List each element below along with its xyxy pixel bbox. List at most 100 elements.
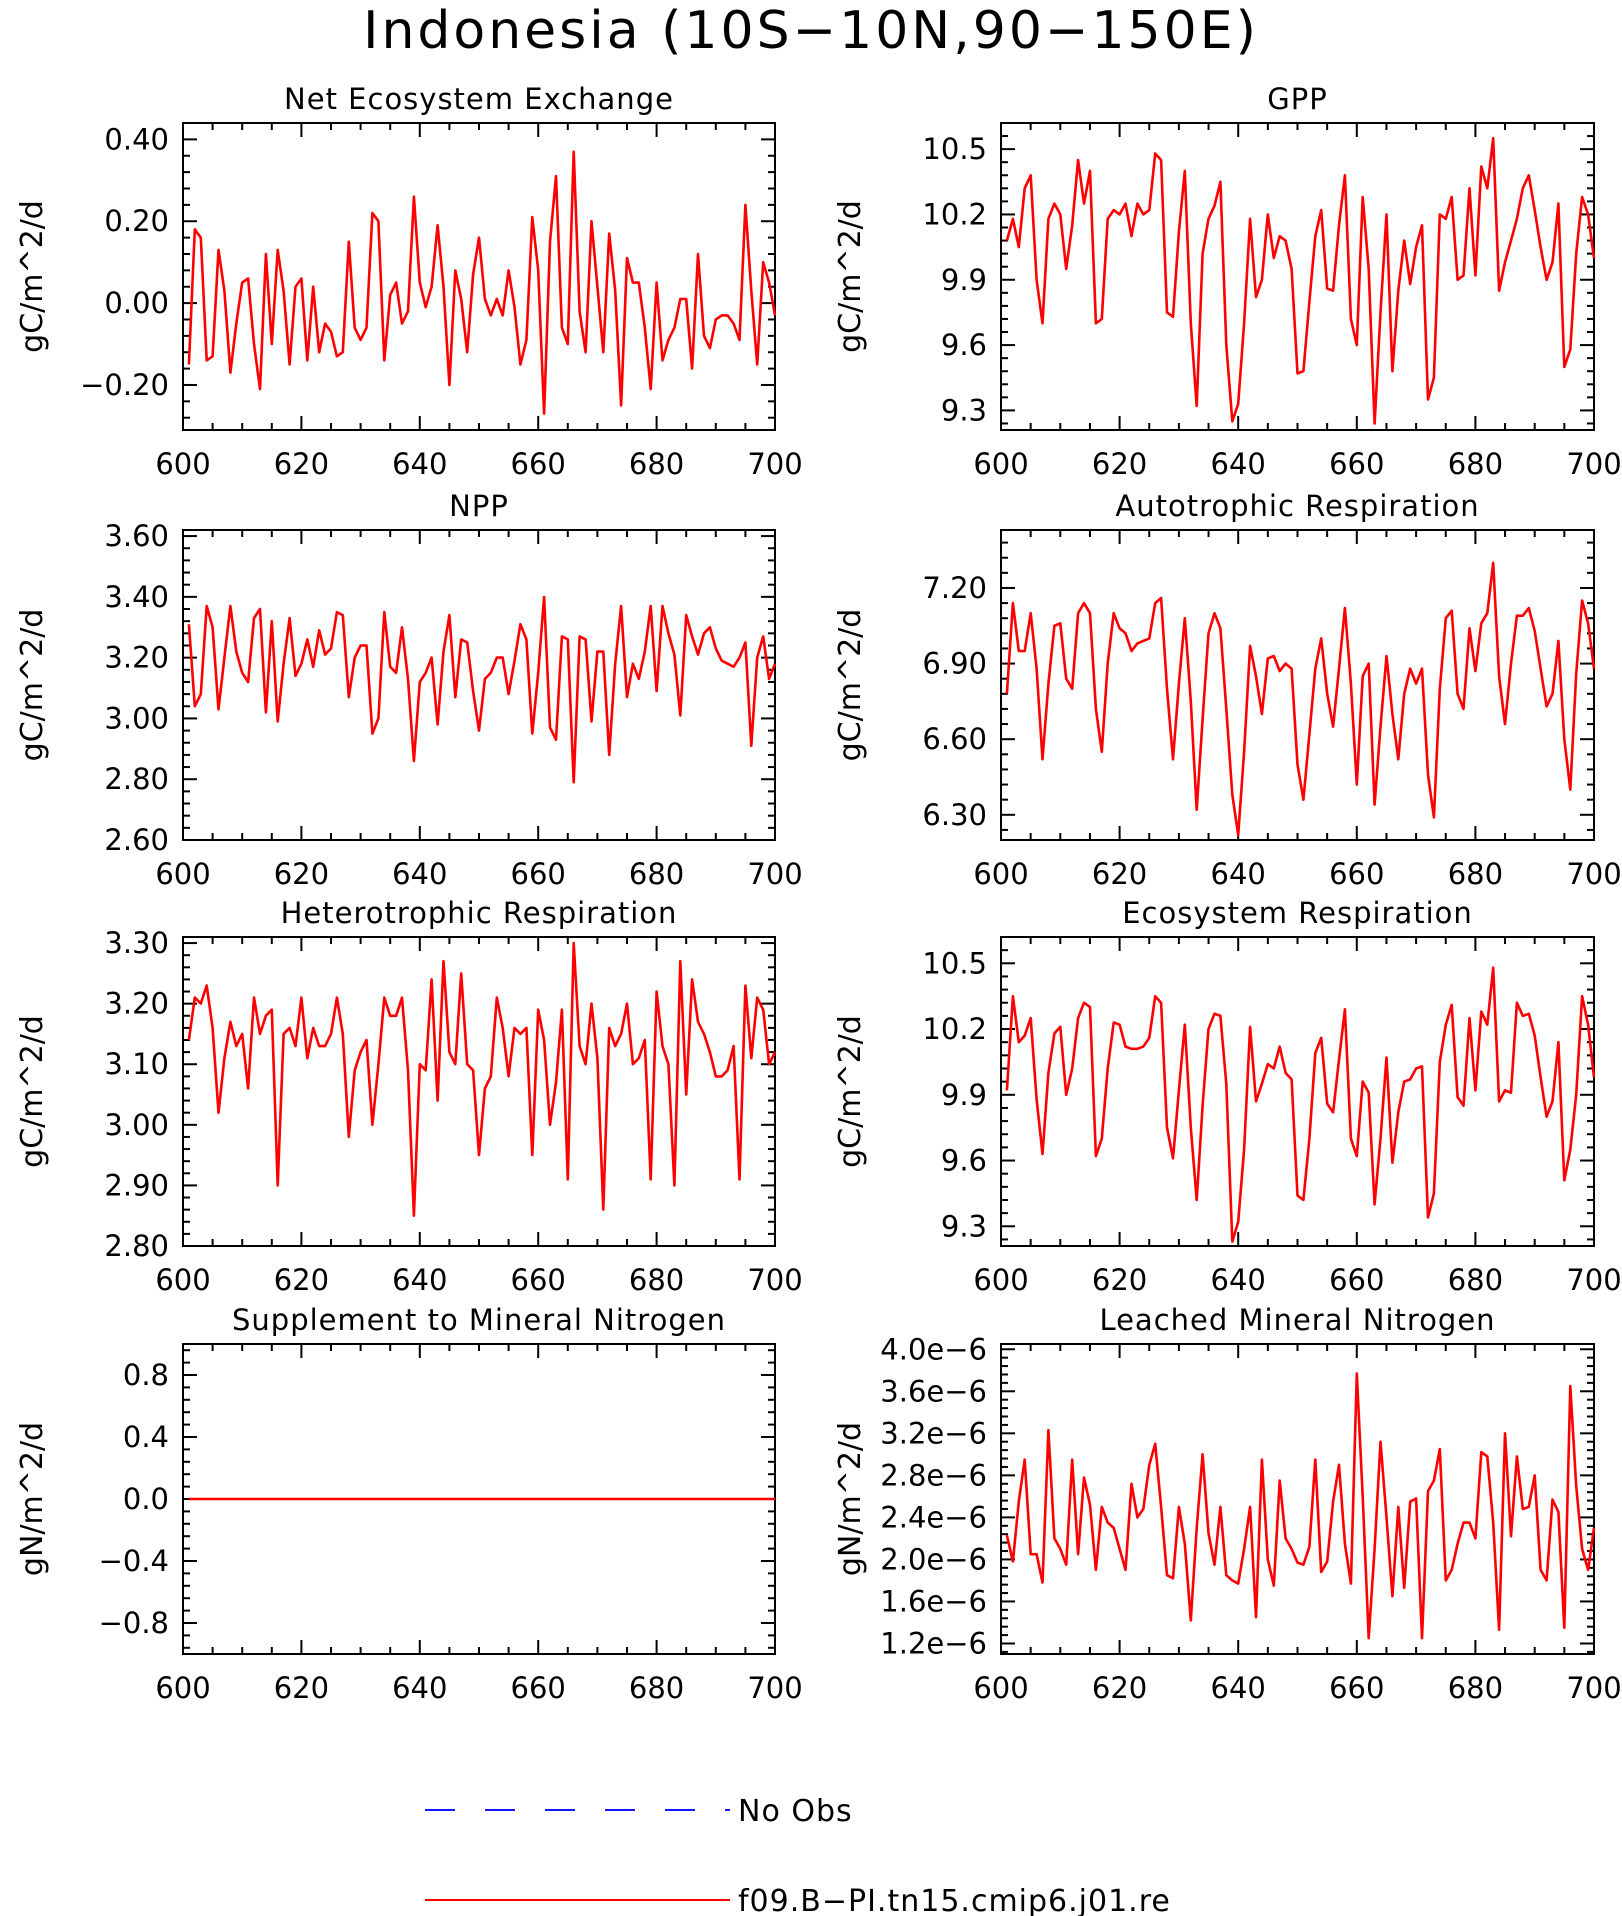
x-tick-label: 640: [392, 857, 447, 891]
y-axis-label: gC/m^2/d: [15, 200, 50, 353]
x-tick-label: 660: [1329, 1671, 1384, 1705]
x-tick-label: 600: [155, 447, 210, 481]
y-tick-label: 4.0e−6: [880, 1332, 987, 1366]
y-tick-label: 1.6e−6: [880, 1584, 987, 1618]
y-tick-label: 10.5: [922, 946, 987, 980]
x-tick-label: 700: [1566, 447, 1621, 481]
legend: No Obs f09.B−PI.tn15.cmip6.j01.re: [425, 1794, 1171, 1916]
y-axis-label: gN/m^2/d: [15, 1422, 50, 1576]
chart-panels: 600 620 640 660 680 700 −0.20 0.00 0.20 0.40 Net E…: [15, 82, 1622, 1705]
y-tick-label: 0.0: [123, 1482, 169, 1516]
y-axis-label: gC/m^2/d: [833, 609, 868, 762]
x-tick-label: 680: [629, 1263, 684, 1297]
y-tick-label: 0.00: [104, 286, 169, 320]
panel-title: Supplement to Mineral Nitrogen: [232, 1303, 726, 1337]
y-tick-label: 2.0e−6: [880, 1542, 987, 1576]
chart-net-ecosystem-exchange: 600 620 640 660 680 700 −0.20 0.00 0.20 0.40 Net E…: [15, 82, 803, 481]
panel-title: Leached Mineral Nitrogen: [1099, 1303, 1495, 1337]
y-tick-label: 3.6e−6: [880, 1374, 987, 1408]
x-tick-label: 660: [511, 1671, 566, 1705]
y-tick-label: 6.30: [922, 798, 987, 832]
x-tick-label: 680: [1448, 857, 1503, 891]
chart-heterotrophic-respiration: 600 620 640 660 680 700 2.80 2.90 3.00 3.10 3.20 3.…: [15, 896, 803, 1297]
y-tick-label: 3.20: [104, 987, 169, 1021]
x-tick-label: 660: [1329, 447, 1384, 481]
y-tick-label: 0.20: [104, 204, 169, 238]
panel-title: Heterotrophic Respiration: [281, 896, 678, 930]
panel-title: Ecosystem Respiration: [1122, 896, 1473, 930]
y-axis-label: gC/m^2/d: [15, 609, 50, 762]
y-tick-label: 3.00: [104, 1108, 169, 1142]
x-tick-label: 600: [155, 857, 210, 891]
y-tick-label: 10.2: [922, 1012, 987, 1046]
y-tick-label: 9.3: [941, 1209, 987, 1243]
x-tick-label: 600: [973, 1671, 1028, 1705]
x-tick-label: 620: [1092, 447, 1147, 481]
x-tick-label: 680: [1448, 447, 1503, 481]
y-tick-label: 0.40: [104, 122, 169, 156]
x-tick-label: 600: [973, 447, 1028, 481]
y-tick-label: −0.20: [80, 368, 169, 402]
y-tick-label: 3.2e−6: [880, 1416, 987, 1450]
x-tick-label: 620: [1092, 1671, 1147, 1705]
legend-label-no-obs: No Obs: [738, 1794, 853, 1829]
plot-frame: [182, 122, 776, 431]
series-line: [1005, 136, 1596, 425]
y-tick-label: 2.8e−6: [880, 1458, 987, 1492]
x-tick-label: 700: [747, 1671, 802, 1705]
x-tick-label: 600: [155, 1671, 210, 1705]
y-tick-label: 3.20: [104, 641, 169, 675]
y-tick-label: 10.5: [922, 132, 987, 166]
x-tick-label: 700: [747, 1263, 802, 1297]
x-tick-label: 640: [1211, 1263, 1266, 1297]
x-tick-label: 640: [392, 447, 447, 481]
series-line: [187, 941, 777, 1217]
y-axis-label: gC/m^2/d: [15, 1015, 50, 1168]
y-tick-label: 9.9: [941, 1078, 987, 1112]
y-tick-label: −0.8: [99, 1606, 169, 1640]
x-tick-label: 700: [747, 447, 802, 481]
x-tick-label: 620: [274, 1263, 329, 1297]
x-tick-label: 640: [1211, 447, 1266, 481]
y-axis-label: gN/m^2/d: [833, 1422, 868, 1576]
x-tick-label: 660: [511, 1263, 566, 1297]
x-tick-label: 640: [392, 1671, 447, 1705]
y-tick-label: 2.80: [104, 1229, 169, 1263]
y-tick-label: 2.4e−6: [880, 1500, 987, 1534]
x-tick-label: 620: [274, 447, 329, 481]
y-tick-label: 6.60: [922, 722, 987, 756]
x-tick-label: 680: [629, 447, 684, 481]
x-tick-label: 660: [1329, 1263, 1384, 1297]
y-tick-label: 9.9: [941, 263, 987, 297]
x-tick-label: 680: [1448, 1263, 1503, 1297]
plot-frame: [1000, 529, 1595, 841]
x-tick-label: 700: [747, 857, 802, 891]
x-tick-label: 640: [392, 1263, 447, 1297]
panel-title: NPP: [449, 489, 509, 523]
x-tick-label: 600: [973, 1263, 1028, 1297]
x-tick-label: 660: [1329, 857, 1384, 891]
y-tick-label: 7.20: [922, 571, 987, 605]
y-tick-label: 0.4: [123, 1420, 169, 1454]
plot-frame: [182, 529, 776, 841]
x-tick-label: 660: [511, 447, 566, 481]
x-tick-label: 700: [1566, 857, 1621, 891]
series-line: [1005, 966, 1596, 1243]
y-tick-label: 2.90: [104, 1168, 169, 1202]
chart-leached-mineral-nitrogen: 600 620 640 660 680 700 1.2e−6 1.6e−6 2.0e−6 2.4e…: [833, 1303, 1622, 1705]
y-axis-label: gC/m^2/d: [833, 200, 868, 353]
y-tick-label: 9.6: [941, 328, 987, 362]
y-tick-label: 2.80: [104, 762, 169, 796]
legend-label-model: f09.B−PI.tn15.cmip6.j01.re: [738, 1884, 1171, 1916]
chart-gpp: 600 620 640 660 680 700 9.3 9.6 9.9 10.2 10.5 GPP gC…: [833, 82, 1622, 481]
chart-supplement-to-mineral-nitrogen: 600 620 640 660 680 700 −0.8 −0.4 0.0 0.4 0.8 Suppl…: [15, 1303, 803, 1705]
x-tick-label: 680: [1448, 1671, 1503, 1705]
series-line: [187, 150, 777, 415]
x-tick-label: 700: [1566, 1671, 1621, 1705]
series-line: [187, 595, 777, 784]
y-axis-label: gC/m^2/d: [833, 1015, 868, 1168]
chart-autotrophic-respiration: 600 620 640 660 680 700 6.30 6.60 6.90 7.20 Autotr…: [833, 489, 1622, 891]
x-tick-label: 680: [629, 1671, 684, 1705]
y-tick-label: 2.60: [104, 823, 169, 857]
x-tick-label: 660: [511, 857, 566, 891]
